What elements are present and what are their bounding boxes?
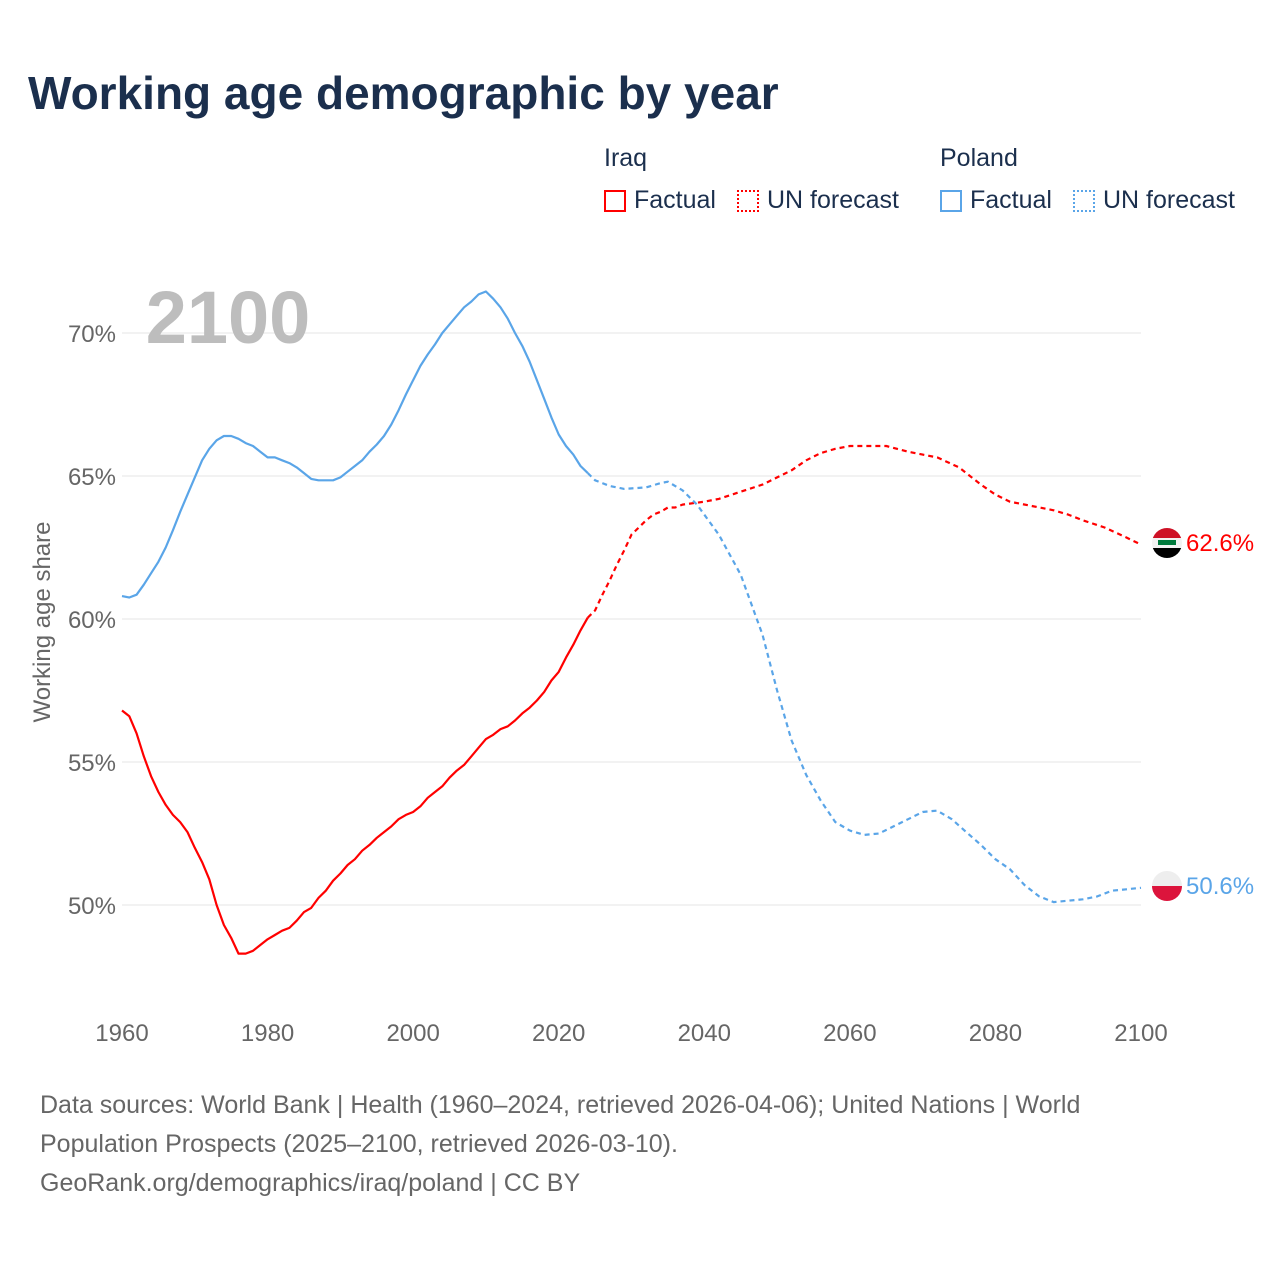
- y-tick-label: 50%: [68, 893, 116, 920]
- data-sources-line1: Data sources: World Bank | Health (1960–…: [40, 1091, 1081, 1119]
- legend-country-poland: Poland: [940, 144, 1018, 172]
- legend-label: Factual: [970, 186, 1052, 214]
- legend-iraq-factual[interactable]: Factual: [604, 186, 716, 215]
- x-tick-label: 2060: [823, 1020, 876, 1047]
- x-tick-label: 2100: [1114, 1020, 1167, 1047]
- x-tick-label: 2040: [678, 1020, 731, 1047]
- footer: Data sources: World Bank | Health (1960–…: [40, 1086, 1240, 1203]
- y-tick-label: 55%: [68, 750, 116, 777]
- data-sources-line2: Population Prospects (2025–2100, retriev…: [40, 1130, 678, 1158]
- y-tick-label: 65%: [68, 464, 116, 491]
- legend-poland-forecast[interactable]: UN forecast: [1073, 186, 1235, 215]
- iraq-flag-icon: [1152, 528, 1182, 558]
- legend-label: UN forecast: [1103, 186, 1235, 214]
- source-link[interactable]: GeoRank.org/demographics/iraq/poland | C…: [40, 1169, 581, 1197]
- x-tick-label: 2080: [969, 1020, 1022, 1047]
- iraq-forecast-line: [587, 444, 1142, 619]
- year-watermark: 2100: [146, 276, 311, 359]
- poland-factual-line: [121, 290, 589, 599]
- poland-flag-icon: [1152, 871, 1182, 901]
- legend-poland-factual[interactable]: Factual: [940, 186, 1052, 215]
- legend-country-iraq: Iraq: [604, 144, 648, 172]
- iraq-factual-line: [121, 617, 589, 955]
- y-axis-label: Working age share: [29, 522, 56, 723]
- legend-label: UN forecast: [767, 186, 899, 214]
- y-tick-label: 60%: [68, 607, 116, 634]
- x-tick-label: 2000: [386, 1020, 439, 1047]
- legend-swatch-solid: [604, 189, 626, 212]
- x-tick-label: 2020: [532, 1020, 585, 1047]
- legend-swatch-dotted: [737, 189, 759, 212]
- legend-label: Factual: [634, 186, 716, 214]
- iraq-end-label: 62.6%: [1186, 530, 1254, 557]
- y-tick-label: 70%: [68, 321, 116, 348]
- legend-swatch-dotted: [1073, 189, 1095, 212]
- chart-title: Working age demographic by year: [28, 67, 779, 119]
- legend-swatch-solid: [940, 189, 962, 212]
- x-tick-label: 1980: [241, 1020, 294, 1047]
- poland-forecast-line: [587, 472, 1142, 904]
- legend-iraq-forecast[interactable]: UN forecast: [737, 186, 899, 215]
- poland-end-label: 50.6%: [1186, 873, 1254, 900]
- x-tick-label: 1960: [95, 1020, 148, 1047]
